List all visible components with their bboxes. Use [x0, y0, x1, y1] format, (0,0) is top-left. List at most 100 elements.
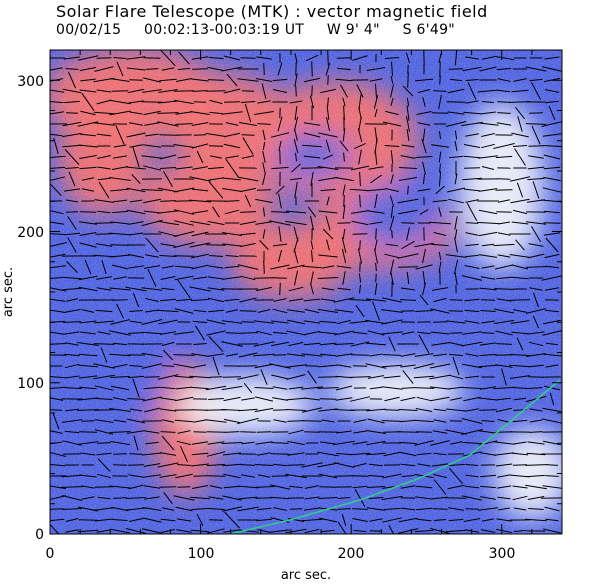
field-vector	[50, 320, 66, 323]
field-vector	[422, 282, 426, 296]
field-vector	[141, 189, 163, 191]
field-vector	[481, 101, 495, 103]
field-vector	[528, 243, 544, 247]
field-vector	[125, 286, 147, 292]
y-tick-label: 100	[17, 376, 44, 392]
field-vector	[454, 173, 458, 185]
field-vector	[285, 473, 307, 479]
field-vector	[143, 110, 161, 116]
field-vector	[496, 343, 512, 345]
field-vector	[343, 152, 345, 162]
field-vector	[419, 294, 429, 306]
field-vector	[353, 419, 367, 423]
field-vector	[212, 356, 220, 376]
field-vector	[479, 474, 497, 478]
field-vector	[512, 419, 528, 423]
field-vector	[240, 211, 256, 213]
field-vector	[432, 199, 448, 203]
field-vector	[516, 182, 524, 198]
field-vector	[222, 376, 242, 378]
field-vector	[63, 308, 81, 314]
field-vector	[163, 171, 173, 187]
field-vector	[421, 138, 427, 154]
field-vector	[50, 495, 67, 500]
field-vector	[93, 363, 115, 369]
field-vector	[334, 343, 354, 345]
field-vector	[438, 207, 442, 217]
field-vector	[111, 90, 129, 92]
field-vector	[294, 270, 298, 286]
field-vector	[126, 418, 146, 424]
field-vector	[271, 374, 289, 380]
field-vector	[416, 396, 432, 402]
field-vector	[207, 508, 225, 510]
field-vector	[515, 239, 525, 251]
field-vector	[509, 354, 531, 356]
field-vector	[272, 89, 288, 93]
field-vector	[416, 111, 432, 115]
field-vector	[337, 521, 347, 534]
field-vector	[81, 93, 95, 111]
field-vector	[193, 343, 207, 345]
field-vector	[269, 220, 291, 226]
field-vector	[320, 353, 336, 357]
field-vector	[113, 419, 127, 423]
field-vector	[465, 254, 479, 258]
field-vector	[174, 220, 194, 226]
field-vector	[478, 231, 498, 237]
field-vector	[273, 298, 287, 302]
field-vector	[415, 408, 433, 412]
field-vector	[400, 155, 416, 159]
field-vector	[144, 496, 160, 500]
field-vector	[302, 265, 322, 269]
field-vector	[127, 375, 145, 379]
field-vector	[97, 210, 111, 214]
field-vector	[465, 133, 479, 137]
field-vector	[465, 508, 479, 510]
field-vector	[161, 435, 175, 451]
field-vector	[177, 279, 191, 299]
field-vector	[126, 166, 146, 170]
field-vector	[64, 353, 80, 357]
field-vector	[478, 364, 498, 368]
field-vector	[285, 364, 307, 368]
field-vector	[525, 266, 547, 268]
field-vector	[391, 61, 393, 77]
field-vector	[189, 375, 211, 379]
field-vector	[445, 121, 467, 127]
field-vector	[142, 165, 162, 171]
field-vector	[256, 56, 272, 60]
field-vector	[143, 485, 161, 489]
field-vector	[407, 72, 409, 88]
field-vector	[543, 440, 561, 446]
field-vector	[415, 496, 433, 500]
field-vector	[528, 341, 544, 347]
field-vector	[50, 183, 62, 197]
field-vector	[223, 473, 241, 479]
field-vector	[142, 396, 162, 402]
field-vector	[366, 452, 386, 456]
field-vector	[277, 62, 283, 76]
field-vector	[210, 155, 222, 159]
field-vector	[191, 56, 209, 60]
field-vector	[541, 418, 562, 424]
field-vector	[157, 220, 179, 226]
field-vector	[481, 133, 495, 137]
field-vector	[65, 298, 79, 302]
field-vector	[141, 101, 163, 103]
field-vector	[206, 475, 226, 477]
field-vector	[129, 144, 143, 148]
field-vector	[131, 174, 141, 184]
field-vector	[497, 178, 511, 180]
field-vector	[390, 150, 394, 164]
field-vector	[416, 452, 432, 456]
field-vector	[173, 495, 195, 501]
field-vector	[50, 430, 63, 434]
field-vector	[207, 297, 225, 303]
field-vector	[237, 506, 259, 512]
field-vector	[196, 514, 204, 526]
field-vector	[255, 221, 273, 225]
field-vector	[432, 430, 448, 434]
field-vector	[112, 519, 128, 521]
field-vector	[465, 100, 479, 104]
